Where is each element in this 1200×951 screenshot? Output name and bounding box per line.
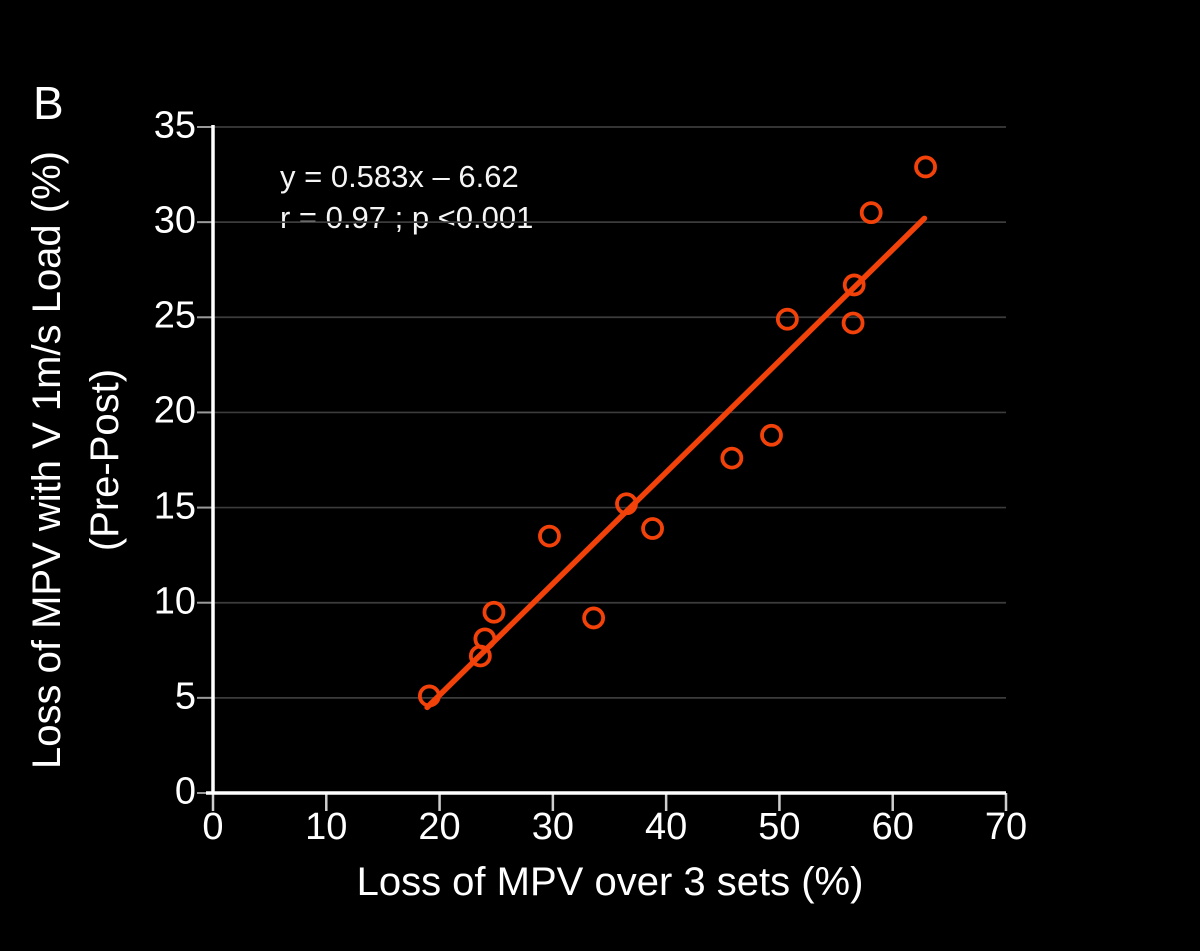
regression-stats: r = 0.97 ; p <0.001 <box>280 200 534 235</box>
y-tick-label: 0 <box>174 770 196 813</box>
data-point <box>482 600 506 624</box>
x-tick-label: 30 <box>531 806 574 848</box>
y-axis-title-line2: (Pre-Post) <box>83 368 127 552</box>
x-axis-title: Loss of MPV over 3 sets (%) <box>356 860 864 904</box>
x-tick-label: 20 <box>418 806 461 848</box>
data-point <box>859 201 883 225</box>
y-axis-title: Loss of MPV with V 1m/s Load (%) (Pre-Po… <box>18 151 134 769</box>
plot-area <box>197 125 1008 811</box>
data-point <box>842 273 866 297</box>
y-tick-label: 25 <box>153 294 196 337</box>
x-tick-label: 60 <box>871 806 914 848</box>
data-point <box>914 155 937 179</box>
y-tick-label: 20 <box>153 390 196 433</box>
data-point <box>641 517 664 540</box>
y-tick-label: 30 <box>153 199 196 242</box>
data-point <box>417 684 441 708</box>
y-axis-tick-labels: 0 5 10 15 20 25 30 35 <box>0 105 196 813</box>
data-point <box>841 311 865 335</box>
data-point <box>538 524 561 548</box>
plot-svg <box>197 125 1008 811</box>
x-tick-label: 40 <box>645 806 688 848</box>
data-point <box>473 627 497 651</box>
data-point <box>760 423 783 447</box>
data-point <box>720 446 744 470</box>
y-tick-label: 5 <box>174 675 196 718</box>
data-point <box>615 492 638 516</box>
y-tick-label: 35 <box>153 104 196 147</box>
x-tick-label: 70 <box>984 806 1028 848</box>
y-tick-label: 10 <box>153 580 196 623</box>
regression-annotation: y = 0.583x – 6.62 r = 0.97 ; p <0.001 <box>280 156 533 238</box>
x-tick-label: 10 <box>305 806 348 848</box>
data-point <box>775 307 799 331</box>
data-point <box>582 606 606 630</box>
x-tick-label: 50 <box>758 806 801 848</box>
y-tick-label: 15 <box>153 485 196 528</box>
regression-equation: y = 0.583x – 6.62 <box>280 159 519 194</box>
y-axis-title-line1: Loss of MPV with V 1m/s Load (%) <box>25 150 69 770</box>
x-axis-tick-labels: 0 10 20 30 40 50 60 70 <box>0 806 1200 856</box>
regression-line <box>424 215 928 711</box>
panel-label: B <box>33 77 64 129</box>
x-tick-label: 0 <box>202 806 224 848</box>
